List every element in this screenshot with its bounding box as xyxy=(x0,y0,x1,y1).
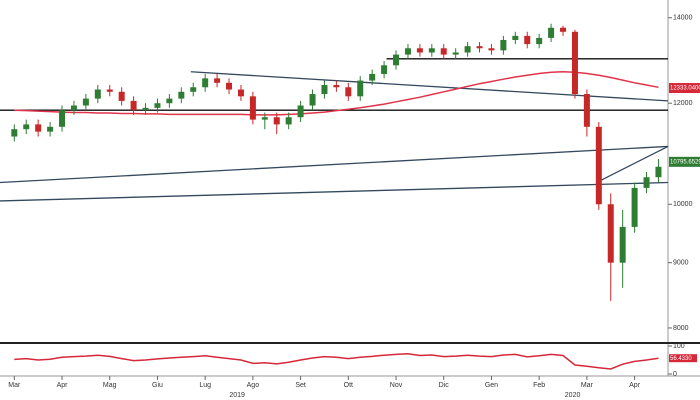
rsi-label: 56.4330 xyxy=(670,356,692,362)
candle-body xyxy=(11,129,18,137)
candle-body xyxy=(571,31,578,95)
x-tick-label: Ago xyxy=(247,382,260,389)
candle-body xyxy=(47,126,54,132)
candle-body xyxy=(416,48,423,53)
y-tick-label: 10000 xyxy=(673,201,693,208)
x-tick-label: Apr xyxy=(57,382,69,389)
candle-body xyxy=(190,87,197,92)
candle-body xyxy=(23,124,30,130)
candle-body xyxy=(249,96,256,120)
y-tick-label: 12000 xyxy=(673,100,693,107)
trendline xyxy=(596,145,669,184)
candle-body xyxy=(404,48,411,55)
candle-body xyxy=(619,226,626,263)
candle-body xyxy=(631,187,638,227)
x-tick-label: Dic xyxy=(439,382,450,389)
y-tick-label: 8000 xyxy=(673,325,689,332)
candle-body xyxy=(512,35,519,40)
candle-body xyxy=(560,27,567,32)
candle-body xyxy=(94,89,101,99)
candle-body xyxy=(524,35,531,45)
candle-body xyxy=(548,27,555,38)
candle-body xyxy=(583,94,590,127)
candle-body xyxy=(393,54,400,66)
candle-body xyxy=(226,82,233,90)
x-tick-label: Gen xyxy=(485,382,498,389)
candle-body xyxy=(452,52,459,55)
candle-body xyxy=(297,105,304,118)
candle-body xyxy=(261,117,268,120)
rsi-tick-label: 100 xyxy=(673,343,685,350)
x-tick-label: Nov xyxy=(390,382,403,389)
x-tick-label: Apr xyxy=(629,382,641,389)
rsi-tick-label: 0 xyxy=(673,371,677,378)
price-label-box xyxy=(669,83,700,94)
x-tick-label: Ott xyxy=(344,382,353,389)
candle-body xyxy=(536,37,543,45)
candle-body xyxy=(655,166,662,178)
candle-body xyxy=(130,100,137,111)
x-tick-label: Mag xyxy=(103,382,117,389)
candle-body xyxy=(70,105,77,111)
candle-body xyxy=(488,48,495,51)
candle-body xyxy=(476,46,483,49)
candle-body xyxy=(440,48,447,55)
candle-body xyxy=(464,46,471,53)
x-tick-label: Feb xyxy=(533,382,545,389)
price-label: 12333.0400 xyxy=(670,86,700,92)
candle-body xyxy=(643,177,650,188)
candle-body xyxy=(178,91,185,99)
rsi-label-box xyxy=(669,354,697,363)
x-tick-label: Lug xyxy=(199,382,211,389)
candle-body xyxy=(309,94,316,106)
candle-body xyxy=(381,65,388,74)
trendline xyxy=(0,181,669,202)
candle-body xyxy=(106,89,113,92)
trendline xyxy=(0,145,669,184)
x-tick-label: Set xyxy=(295,382,306,389)
price-label-box xyxy=(669,156,700,167)
candle-body xyxy=(166,98,173,104)
candle-body xyxy=(118,91,125,101)
candle-body xyxy=(369,73,376,81)
candle-body xyxy=(273,117,280,125)
x-tick-label: Mar xyxy=(8,382,21,389)
candle-body xyxy=(142,107,149,111)
year-label: 2020 xyxy=(565,392,581,399)
price-label: 10795.6529 xyxy=(670,159,700,165)
candle-body xyxy=(285,117,292,125)
candle-body xyxy=(500,39,507,51)
candle-body xyxy=(345,87,352,97)
candle-body xyxy=(59,110,66,127)
candle-body xyxy=(357,80,364,97)
candle-body xyxy=(82,98,89,106)
x-tick-label: Mar xyxy=(581,382,594,389)
y-tick-label: 14000 xyxy=(673,15,693,22)
moving-average xyxy=(14,71,659,116)
candle-body xyxy=(237,89,244,97)
candle-body xyxy=(607,204,614,263)
candle-body xyxy=(202,78,209,88)
candle-body xyxy=(333,85,340,88)
candle-body xyxy=(214,78,221,83)
candle-body xyxy=(154,103,161,108)
candle-body xyxy=(595,126,602,205)
candle-body xyxy=(428,48,435,53)
candle-body xyxy=(35,124,42,132)
rsi-line xyxy=(14,353,659,370)
year-label: 2019 xyxy=(229,392,245,399)
x-tick-label: Giu xyxy=(152,382,163,389)
y-tick-label: 9000 xyxy=(673,260,689,267)
candle-body xyxy=(321,85,328,95)
